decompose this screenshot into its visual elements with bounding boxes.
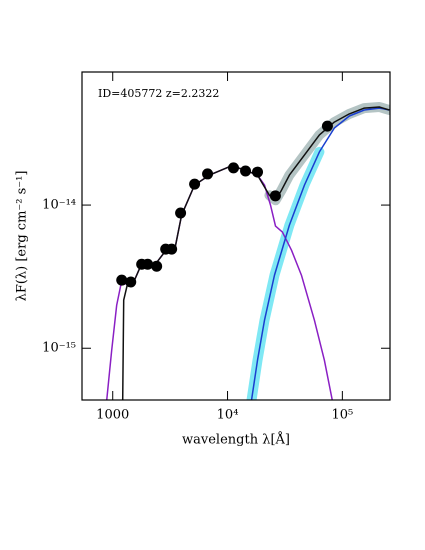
y-axis-label: λF(λ) [erg cm⁻² s⁻¹] — [15, 171, 30, 302]
data-point — [240, 165, 252, 177]
y-tick-label: 10⁻¹⁵ — [42, 341, 76, 356]
data-point — [321, 120, 333, 132]
data-point — [166, 243, 178, 255]
plot-area — [105, 102, 390, 400]
x-tick-label: 10⁵ — [331, 408, 353, 423]
data-point — [151, 260, 163, 272]
data-point — [116, 274, 128, 286]
x-axis-label: wavelength λ[Å] — [182, 432, 290, 448]
data-point — [125, 276, 137, 288]
data-point — [269, 190, 281, 202]
data-point — [252, 166, 264, 178]
data-point — [228, 162, 240, 174]
x-tick-label: 10⁴ — [217, 408, 239, 423]
plot-frame — [81, 71, 391, 401]
model-line — [250, 107, 390, 400]
data-point — [202, 168, 214, 180]
data-point — [142, 258, 154, 270]
data-point — [189, 178, 201, 190]
x-tick-label: 1000 — [96, 408, 129, 423]
y-tick-label: 10⁻¹⁴ — [42, 198, 76, 213]
data-point — [175, 207, 187, 219]
annotation: ID=405772 z=2.2322 — [98, 87, 219, 100]
